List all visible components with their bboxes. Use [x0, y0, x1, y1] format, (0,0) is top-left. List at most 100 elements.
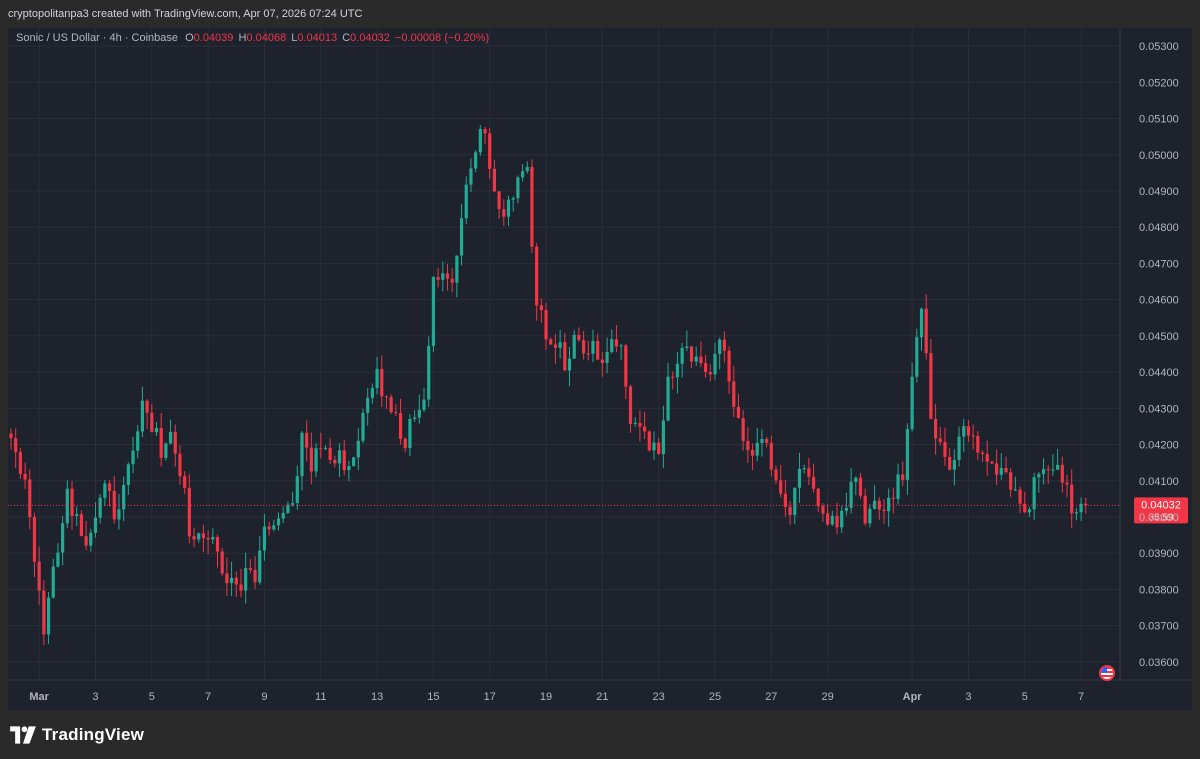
candle-body	[614, 339, 619, 347]
candle-body	[905, 429, 910, 480]
candle-body	[596, 340, 600, 360]
candle-body	[549, 339, 553, 345]
candle-body	[140, 400, 145, 432]
x-tick-label: 27	[765, 691, 777, 703]
candle-body	[849, 481, 853, 508]
chart-pane[interactable]: 0.04032 35:59 0.03600 0.03700 0.03800 0.0390…	[8, 28, 1192, 710]
y-tick-label: 0.03600	[1139, 657, 1179, 669]
candle-body	[201, 533, 206, 538]
candle-body	[375, 368, 379, 389]
candle-body	[793, 487, 797, 515]
candle-body	[314, 448, 318, 472]
candles	[9, 125, 1088, 645]
candle-body	[478, 129, 482, 153]
candle-body	[356, 440, 360, 458]
candle-body	[1004, 467, 1008, 473]
candle-body	[722, 339, 726, 351]
candle-body	[938, 438, 942, 442]
candle-body	[291, 503, 295, 505]
candle-body	[61, 523, 65, 553]
candle-body	[708, 372, 712, 375]
candle-body	[1056, 464, 1060, 470]
candle-body	[985, 454, 989, 462]
candle-body	[638, 422, 642, 427]
candle-body	[413, 417, 417, 419]
candle-body	[666, 376, 670, 421]
candle-body	[1027, 509, 1032, 513]
candle-body	[70, 488, 74, 516]
x-tick-label: 29	[822, 691, 834, 703]
candle-body	[990, 461, 994, 464]
candle-body	[28, 479, 32, 518]
candle-body	[1079, 503, 1083, 513]
candle-body	[675, 363, 680, 378]
candle-body	[422, 399, 426, 410]
candle-body	[962, 426, 966, 437]
candle-body	[65, 488, 69, 524]
candle-body	[276, 518, 281, 526]
candle-body	[567, 358, 572, 371]
candle-body	[600, 359, 604, 364]
candle-body	[511, 198, 515, 200]
header-bar: cryptopolitanpa3 created with TradingVie…	[0, 0, 1200, 28]
candle-body	[455, 255, 459, 283]
candle-body	[919, 308, 924, 338]
candle-body	[995, 463, 999, 475]
candle-body	[952, 460, 956, 470]
candle-body	[192, 536, 196, 540]
close-value: 0.04032	[350, 32, 390, 44]
candle-body	[633, 422, 637, 424]
candle-body	[366, 397, 370, 413]
tradingview-brand[interactable]: TradingView	[10, 722, 144, 748]
x-tick-label: 9	[261, 691, 267, 703]
candle-body	[957, 436, 961, 461]
us-flag-icon[interactable]	[1099, 665, 1115, 681]
candle-body	[746, 441, 750, 450]
candle-body	[361, 412, 365, 441]
candle-body	[450, 278, 454, 283]
candle-body	[286, 504, 290, 513]
x-tick-label: 17	[484, 691, 496, 703]
candle-body	[643, 426, 647, 432]
candle-body	[126, 464, 130, 486]
candle-body	[718, 339, 722, 355]
candle-body	[535, 246, 539, 306]
candle-body	[924, 308, 928, 354]
candle-body	[136, 431, 140, 451]
candle-body	[347, 465, 351, 471]
candle-body	[821, 506, 825, 514]
candle-body	[427, 345, 431, 400]
candle-body	[417, 409, 421, 418]
candle-body	[319, 448, 323, 450]
candle-body	[98, 497, 102, 518]
candle-body	[244, 568, 248, 591]
x-tick-label: 3	[92, 691, 98, 703]
grid-lines	[8, 28, 1192, 710]
candle-body	[826, 513, 830, 525]
candle-body	[915, 337, 919, 377]
candle-body	[727, 350, 731, 382]
candle-body	[1032, 477, 1036, 510]
candle-body	[844, 507, 849, 511]
high-label: H	[238, 32, 247, 44]
candle-body	[159, 427, 163, 458]
candle-body	[42, 590, 46, 635]
candle-body	[112, 490, 116, 520]
candle-body	[32, 517, 37, 562]
y-tick-label: 0.03700	[1139, 621, 1179, 633]
candle-body	[253, 569, 257, 583]
candle-body	[577, 334, 581, 341]
candle-body	[816, 488, 820, 507]
candle-body	[1041, 469, 1046, 474]
candle-body	[544, 310, 548, 340]
axes: 0.03600 0.03700 0.03800 0.03900 0.04000 0.041…	[8, 28, 1192, 703]
candle-body	[178, 453, 182, 477]
candle-body	[1013, 489, 1017, 491]
candle-body	[483, 129, 487, 134]
candle-body	[704, 363, 708, 373]
candle-body	[872, 500, 877, 509]
candle-body	[262, 526, 267, 551]
y-tick-label: 0.04700	[1139, 258, 1179, 270]
candle-body	[788, 506, 792, 515]
